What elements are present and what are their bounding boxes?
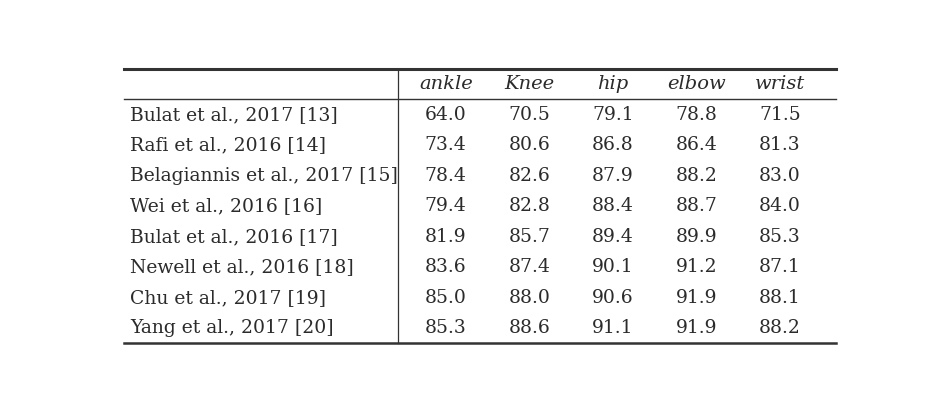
Text: 84.0: 84.0 [758,197,800,215]
Text: 87.4: 87.4 [507,258,549,276]
Text: 78.8: 78.8 [675,106,716,124]
Text: Yang et al., 2017 [20]: Yang et al., 2017 [20] [130,319,333,337]
Text: Belagiannis et al., 2017 [15]: Belagiannis et al., 2017 [15] [130,167,398,185]
Text: 81.9: 81.9 [424,228,466,246]
Text: 90.1: 90.1 [592,258,633,276]
Text: 88.7: 88.7 [675,197,716,215]
Text: Rafi et al., 2016 [14]: Rafi et al., 2016 [14] [130,136,326,154]
Text: 88.4: 88.4 [592,197,633,215]
Text: 73.4: 73.4 [424,136,466,154]
Text: ankle: ankle [418,75,472,93]
Text: Bulat et al., 2016 [17]: Bulat et al., 2016 [17] [130,228,338,246]
Text: elbow: elbow [666,75,724,93]
Text: 91.2: 91.2 [675,258,716,276]
Text: 89.4: 89.4 [592,228,633,246]
Text: 87.9: 87.9 [592,167,633,185]
Text: 85.3: 85.3 [758,228,799,246]
Text: 79.4: 79.4 [424,197,466,215]
Text: 88.1: 88.1 [758,289,799,307]
Text: 64.0: 64.0 [424,106,466,124]
Text: Wei et al., 2016 [16]: Wei et al., 2016 [16] [130,197,322,215]
Text: 86.8: 86.8 [592,136,633,154]
Text: 82.8: 82.8 [507,197,549,215]
Text: wrist: wrist [753,75,804,93]
Text: 88.2: 88.2 [675,167,716,185]
Text: 90.6: 90.6 [592,289,633,307]
Text: Chu et al., 2017 [19]: Chu et al., 2017 [19] [130,289,326,307]
Text: 89.9: 89.9 [675,228,716,246]
Text: 91.1: 91.1 [592,319,633,337]
Text: Newell et al., 2016 [18]: Newell et al., 2016 [18] [130,258,354,276]
Text: hip: hip [596,75,628,93]
Text: 88.6: 88.6 [508,319,549,337]
Text: 78.4: 78.4 [424,167,466,185]
Text: 86.4: 86.4 [675,136,716,154]
Text: 88.2: 88.2 [758,319,800,337]
Text: 87.1: 87.1 [758,258,799,276]
Text: 70.5: 70.5 [507,106,549,124]
Text: 83.0: 83.0 [758,167,799,185]
Text: 80.6: 80.6 [508,136,549,154]
Text: 91.9: 91.9 [675,319,716,337]
Text: 85.3: 85.3 [424,319,466,337]
Text: 82.6: 82.6 [508,167,549,185]
Text: 71.5: 71.5 [758,106,799,124]
Text: Knee: Knee [504,75,554,93]
Text: 81.3: 81.3 [758,136,799,154]
Text: 91.9: 91.9 [675,289,716,307]
Text: 79.1: 79.1 [592,106,633,124]
Text: 88.0: 88.0 [507,289,549,307]
Text: 85.7: 85.7 [507,228,549,246]
Text: 85.0: 85.0 [424,289,466,307]
Text: Bulat et al., 2017 [13]: Bulat et al., 2017 [13] [130,106,338,124]
Text: 83.6: 83.6 [424,258,466,276]
